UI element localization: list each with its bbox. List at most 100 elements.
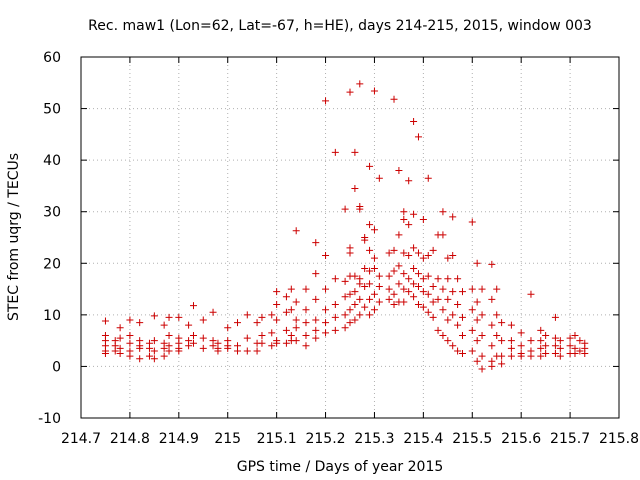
data-point <box>444 275 452 283</box>
data-point <box>405 221 413 229</box>
data-point <box>165 347 173 355</box>
data-point <box>400 208 408 216</box>
data-point <box>351 272 359 280</box>
x-tick-label: 215.6 <box>501 431 541 447</box>
data-point <box>268 329 276 337</box>
x-tick-label: 215.8 <box>599 431 639 447</box>
data-point <box>322 319 330 327</box>
data-point <box>322 97 330 105</box>
data-point <box>189 339 197 347</box>
data-point <box>351 185 359 193</box>
data-point <box>282 308 290 316</box>
data-point <box>351 288 359 296</box>
data-point <box>366 221 374 229</box>
data-point <box>282 326 290 334</box>
data-point <box>537 337 545 345</box>
data-point <box>542 342 550 350</box>
data-point <box>478 331 486 339</box>
data-point <box>493 311 501 319</box>
data-point <box>429 298 437 306</box>
data-point <box>366 280 374 288</box>
x-tick-labels: 214.7 214.8 214.9 215 215.1 215.2 215.3 215.4 21… <box>61 431 639 447</box>
data-point <box>478 285 486 293</box>
data-point <box>302 342 310 350</box>
data-point <box>424 290 432 298</box>
data-point <box>390 290 398 298</box>
data-point <box>185 321 193 329</box>
data-point <box>542 331 550 339</box>
data-point <box>473 337 481 345</box>
data-point <box>576 347 584 355</box>
y-tick-label: 50 <box>43 102 61 118</box>
data-point <box>258 331 266 339</box>
data-point <box>488 295 496 303</box>
data-point <box>478 352 486 360</box>
data-point <box>400 215 408 223</box>
data-point <box>160 352 168 360</box>
x-tick-label: 215.2 <box>305 431 345 447</box>
data-point <box>576 337 584 345</box>
data-point <box>444 337 452 345</box>
data-point <box>346 88 354 96</box>
data-point <box>273 316 281 324</box>
data-point <box>214 347 222 355</box>
data-point <box>473 259 481 267</box>
data-point <box>209 308 217 316</box>
data-point <box>493 331 501 339</box>
data-point <box>322 285 330 293</box>
data-point <box>199 344 207 352</box>
data-point <box>116 350 124 358</box>
data-point <box>292 316 300 324</box>
data-point <box>375 272 383 280</box>
data-point <box>292 298 300 306</box>
data-point <box>429 282 437 290</box>
data-point <box>400 249 408 257</box>
data-point <box>434 295 442 303</box>
data-point <box>302 306 310 314</box>
data-point <box>341 205 349 213</box>
data-point <box>527 290 535 298</box>
data-point <box>527 337 535 345</box>
data-point <box>361 303 369 311</box>
data-point <box>454 301 462 309</box>
data-point <box>424 174 432 182</box>
data-point <box>478 365 486 373</box>
data-point <box>243 334 251 342</box>
data-point <box>302 285 310 293</box>
data-point <box>292 324 300 332</box>
data-point <box>165 331 173 339</box>
data-point <box>542 350 550 358</box>
x-tick-label: 214.9 <box>159 431 199 447</box>
data-point <box>458 313 466 321</box>
data-point <box>292 227 300 235</box>
data-point <box>517 342 525 350</box>
data-point <box>312 239 320 247</box>
data-point <box>111 347 119 355</box>
data-point <box>331 326 339 334</box>
data-point <box>351 316 359 324</box>
data-point <box>361 282 369 290</box>
data-point <box>556 344 564 352</box>
data-point <box>370 290 378 298</box>
axis-ticks <box>80 56 620 419</box>
data-point <box>419 288 427 296</box>
data-point <box>439 231 447 239</box>
data-point <box>145 352 153 360</box>
data-point <box>268 342 276 350</box>
data-point <box>449 342 457 350</box>
data-point <box>361 264 369 272</box>
data-point <box>473 357 481 365</box>
data-point <box>101 317 109 325</box>
data-point <box>346 306 354 314</box>
data-point <box>243 347 251 355</box>
data-point <box>356 295 364 303</box>
data-point <box>370 226 378 234</box>
data-point <box>331 313 339 321</box>
data-point <box>395 166 403 174</box>
data-point <box>126 331 134 339</box>
data-point <box>507 321 515 329</box>
data-point <box>273 288 281 296</box>
data-point <box>458 288 466 296</box>
data-point <box>292 337 300 345</box>
chart-title: Rec. maw1 (Lon=62, Lat=-67, h=HE), days … <box>88 18 592 34</box>
